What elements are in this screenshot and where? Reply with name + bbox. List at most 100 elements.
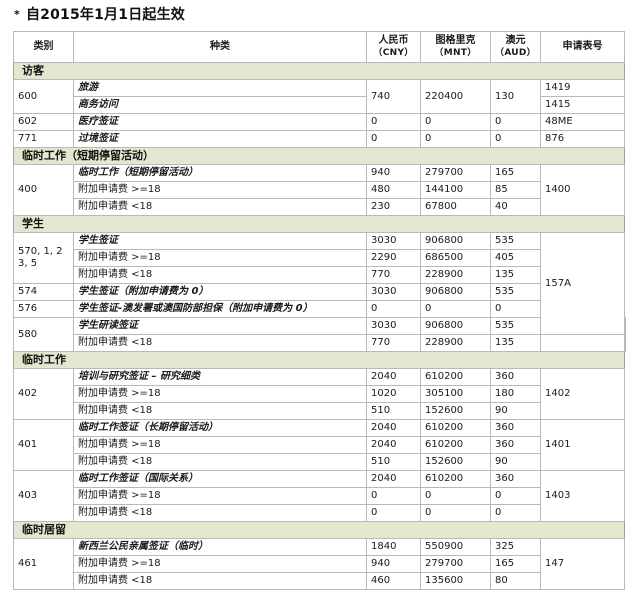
cell-kind: 附加申请费 <18: [73, 504, 367, 522]
table-row: 附加申请费 >=18 480 144100 85: [14, 181, 626, 199]
cell-mnt: 0: [420, 487, 491, 505]
cell-category: 600: [13, 79, 74, 114]
cell-category: 402: [13, 368, 74, 420]
cell-kind: 临时工作签证（长期停留活动）: [73, 419, 367, 437]
section-header-label: 临时工作（短期停留活动）: [13, 147, 625, 165]
cell-category: 574: [13, 283, 74, 301]
cell-mnt: 0: [420, 130, 491, 148]
cell-category: 576: [13, 300, 74, 318]
cell-mnt: 152600: [420, 402, 491, 420]
cell-form-number: 1402: [540, 368, 625, 420]
cell-kind: 附加申请费 >=18: [73, 487, 367, 505]
section-header-row: 学生: [13, 215, 626, 233]
header-cny-main: 人民币: [378, 35, 409, 46]
cell-cny: 3030: [366, 232, 421, 250]
table-row: 461 新西兰公民亲属签证（临时） 1840 550900 325 147: [13, 538, 626, 590]
table-row: 附加申请费 >=18 940 279700 165: [14, 555, 626, 573]
cell-mnt: 67800: [420, 198, 491, 216]
section-header-row: 访客: [13, 62, 626, 80]
cell-aud: 360: [490, 436, 541, 454]
table-row: 402 培训与研究签证 – 研究细类 2040 610200 360 1402: [13, 368, 626, 420]
cell-mnt: 152600: [420, 453, 491, 471]
cell-form-number: 48ME: [540, 113, 625, 131]
cell-cny: 940: [366, 164, 421, 182]
cell-cny: 510: [366, 453, 421, 471]
cell-cny: 740: [366, 79, 421, 114]
cell-mnt: 305100: [420, 385, 491, 403]
cell-cny: 0: [366, 130, 421, 148]
cell-mnt: 135600: [420, 572, 491, 590]
cell-mnt: 610200: [420, 419, 491, 437]
cell-category: 400: [13, 164, 74, 216]
cell-kind: 旅游: [73, 79, 367, 97]
cell-mnt: 550900: [420, 538, 491, 556]
section-header-label: 学生: [13, 215, 625, 233]
table-row: 附加申请费 <18 770 228900 135: [14, 266, 626, 284]
cell-form-number: 1400: [540, 164, 625, 216]
cell-cny: 0: [366, 487, 421, 505]
header-aud: 澳元 （AUD）: [490, 31, 541, 63]
cell-kind: 学生签证: [73, 232, 367, 250]
cell-aud: 0: [490, 130, 541, 148]
cell-kind: 过境签证: [73, 130, 367, 148]
table-row: 附加申请费 <18 230 67800 40: [14, 198, 626, 216]
cell-mnt: 0: [420, 504, 491, 522]
table-row: 771 过境签证 0 0 0 876: [13, 130, 626, 148]
cell-aud: 80: [490, 572, 541, 590]
table-row: 附加申请费 <18 460 135600 80: [14, 572, 626, 590]
cell-aud: 90: [490, 402, 541, 420]
cell-kind: 附加申请费 <18: [73, 572, 367, 590]
cell-aud: 360: [490, 368, 541, 386]
cell-form-number: 147: [540, 538, 625, 590]
table-row: 403 临时工作签证（国际关系） 2040 610200 360 1403: [13, 470, 626, 522]
cell-cny: 3030: [366, 283, 421, 301]
cell-aud: 360: [490, 419, 541, 437]
table-row: 附加申请费 <18 510 152600 90: [14, 453, 626, 471]
header-cny-sub: （CNY）: [373, 48, 414, 58]
cell-kind: 商务访问: [73, 96, 367, 114]
cell-form-number: 1403: [540, 470, 625, 522]
cell-cny: 230: [366, 198, 421, 216]
table-row: 401 临时工作签证（长期停留活动） 2040 610200 360 1401: [13, 419, 626, 471]
cell-kind: 学生签证-澳发署或澳国防部担保（附加申请费为 0）: [73, 300, 367, 318]
cell-mnt: 906800: [420, 317, 491, 335]
cell-form-number: 157G: [624, 317, 626, 352]
cell-aud: 130: [490, 79, 541, 114]
table-row: 附加申请费 >=18 0 0 0: [14, 487, 626, 505]
table-body: 访客 600 旅游 740 220400 130 1419 商务访问 1415 602 医疗签证 0 0…: [13, 62, 626, 590]
table-row: 附加申请费 <18 770 228900 135: [14, 334, 626, 352]
cell-category: 771: [13, 130, 74, 148]
section-header-label: 访客: [13, 62, 625, 80]
table-row: 574 学生签证（附加申请费为 0） 3030 906800 535: [13, 283, 626, 301]
cell-kind: 学生签证（附加申请费为 0）: [73, 283, 367, 301]
table-row: 附加申请费 >=18 1020 305100 180: [14, 385, 626, 403]
cell-category: 580: [13, 317, 74, 352]
cell-form-number: 1419: [540, 79, 625, 97]
table-row: 附加申请费 >=18 2040 610200 360: [14, 436, 626, 454]
cell-kind: 附加申请费 >=18: [73, 436, 367, 454]
cell-mnt: 686500: [420, 249, 491, 267]
cell-aud: 135: [490, 266, 541, 284]
table-row: 400 临时工作（短期停留活动） 940 279700 165 1400: [13, 164, 626, 216]
cell-kind: 培训与研究签证 – 研究细类: [73, 368, 367, 386]
cell-kind: 附加申请费 >=18: [73, 555, 367, 573]
table-header: 类别 种类 人民币 （CNY） 图格里克 （MNT） 澳元 （AUD） 申请表号: [13, 31, 626, 63]
cell-kind: 临时工作签证（国际关系）: [73, 470, 367, 488]
cell-mnt: 610200: [420, 436, 491, 454]
table-row: 602 医疗签证 0 0 0 48ME: [13, 113, 626, 131]
cell-mnt: 228900: [420, 266, 491, 284]
cell-aud: 325: [490, 538, 541, 556]
cell-aud: 0: [490, 487, 541, 505]
cell-mnt: 906800: [420, 232, 491, 250]
cell-cny: 480: [366, 181, 421, 199]
cell-aud: 535: [490, 232, 541, 250]
cell-aud: 40: [490, 198, 541, 216]
table-row: 附加申请费 <18 0 0 0: [14, 504, 626, 522]
cell-kind: 学生研读签证: [73, 317, 367, 335]
cell-aud: 165: [490, 555, 541, 573]
cell-mnt: 610200: [420, 368, 491, 386]
document-page: * 自2015年1月1日起生效 类别 种类 人民币 （CNY） 图格里克 （MNT…: [13, 7, 626, 590]
cell-cny: 2290: [366, 249, 421, 267]
cell-aud: 360: [490, 470, 541, 488]
cell-cny: 0: [366, 113, 421, 131]
